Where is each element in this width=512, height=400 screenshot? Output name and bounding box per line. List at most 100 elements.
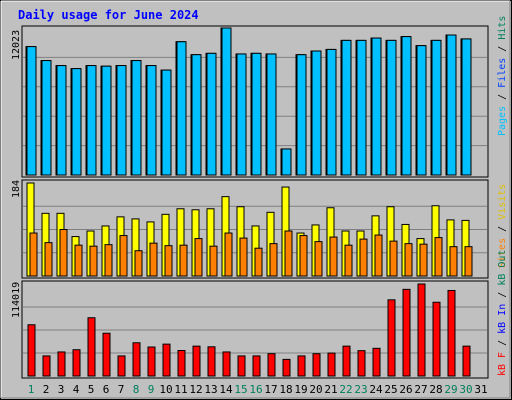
day-label: 13: [204, 383, 217, 396]
sites-bar: [419, 243, 428, 277]
pages-bar: [41, 60, 52, 176]
kbytes-bar: [447, 289, 456, 377]
pages-bar: [266, 53, 277, 176]
kbytes-bar: [222, 351, 231, 377]
sites-bar: [299, 235, 308, 277]
sites-bar: [119, 235, 128, 277]
kbytes-bar: [387, 299, 396, 377]
kbytes-bar: [102, 332, 111, 377]
day-label: 12: [189, 383, 202, 396]
legend-sep-5: /: [497, 286, 508, 304]
day-label: 31: [474, 383, 487, 396]
kbytes-bar: [252, 355, 261, 377]
sites-bar: [314, 241, 323, 277]
day-label: 5: [88, 383, 95, 396]
sites-bar: [149, 242, 158, 277]
legend-kb-f: kB F: [497, 352, 508, 376]
kbytes-bar: [267, 353, 276, 377]
sites-bar: [134, 250, 143, 277]
sites-bar: [74, 244, 83, 277]
day-label: 29: [444, 383, 457, 396]
day-label: 6: [103, 383, 110, 396]
kbytes-bar: [282, 358, 291, 377]
sites-bar: [59, 229, 68, 277]
kbytes-bar: [372, 347, 381, 377]
bottom-panel-max-label: 114019: [11, 282, 22, 318]
sites-bar: [284, 230, 293, 277]
day-label: 22: [339, 383, 352, 396]
kbytes-bar: [357, 350, 366, 377]
top-panel-bars: [25, 27, 472, 176]
kbytes-bar: [162, 343, 171, 377]
kbytes-bar: [57, 351, 66, 377]
pages-bar: [401, 36, 412, 176]
top-panel-legend: Pages / Files / Hits: [497, 16, 508, 136]
kbytes-bar: [297, 355, 306, 377]
day-label: 23: [354, 383, 367, 396]
middle-panel-max-label: 184: [11, 180, 22, 198]
legend-hits: Hits: [497, 16, 508, 40]
legend-visits: Visits: [497, 184, 508, 220]
sites-bar: [179, 244, 188, 277]
day-label: 2: [43, 383, 50, 396]
day-label: 14: [219, 383, 233, 396]
pages-bar: [356, 39, 367, 176]
day-label: 8: [133, 383, 140, 396]
sites-bar: [359, 238, 368, 277]
sites-bar: [404, 243, 413, 277]
pages-bar: [131, 60, 142, 176]
sites-bar: [239, 237, 248, 277]
kbytes-bar: [207, 346, 216, 377]
pages-bar: [326, 48, 337, 176]
sites-bar: [344, 244, 353, 277]
middle-panel-bars: [26, 182, 473, 277]
legend-sites: Sites: [497, 238, 508, 268]
day-label: 18: [279, 383, 292, 396]
kbytes-bar: [402, 288, 411, 377]
pages-bar: [281, 148, 292, 176]
pages-bar: [371, 37, 382, 176]
kbytes-bar: [462, 345, 471, 377]
legend-sep-3: /: [497, 220, 508, 238]
day-label: 7: [118, 383, 125, 396]
legend-sep-2: /: [497, 40, 508, 58]
pages-bar: [431, 39, 442, 176]
pages-bar: [116, 65, 127, 176]
day-label: 26: [399, 383, 412, 396]
legend-kb-out: kB Out: [497, 250, 508, 286]
sites-bar: [329, 236, 338, 277]
top-panel-max-label: 12023: [11, 30, 22, 60]
pages-bar: [26, 46, 37, 176]
sites-bar: [224, 232, 233, 277]
sites-bar: [44, 242, 53, 277]
legend-files: Files: [497, 58, 508, 88]
sites-bar: [434, 237, 443, 277]
day-label: 20: [309, 383, 322, 396]
bottom-panel-legend: kB F / kB In / kB Out: [497, 250, 508, 376]
kbytes-bar: [417, 283, 426, 377]
pages-bar: [176, 41, 187, 176]
pages-bar: [191, 54, 202, 176]
kbytes-bar: [312, 353, 321, 377]
pages-bar: [251, 52, 262, 176]
kbytes-bar: [72, 349, 81, 377]
day-label: 30: [459, 383, 472, 396]
day-label: 11: [174, 383, 187, 396]
sites-bar: [194, 238, 203, 277]
pages-bar: [416, 45, 427, 176]
kbytes-bar: [27, 324, 36, 377]
legend-pages: Pages: [497, 106, 508, 136]
kbytes-bar: [327, 352, 336, 377]
pages-bar: [461, 38, 472, 176]
day-label: 4: [73, 383, 80, 396]
middle-panel-legend: Sites / Visits: [497, 184, 508, 268]
pages-bar: [56, 65, 67, 176]
legend-sep-4: /: [497, 334, 508, 352]
pages-bar: [236, 53, 247, 176]
day-label: 19: [294, 383, 307, 396]
pages-bar: [221, 27, 232, 176]
kbytes-bar: [132, 342, 141, 377]
day-label: 17: [264, 383, 277, 396]
kbytes-bar: [87, 317, 96, 377]
